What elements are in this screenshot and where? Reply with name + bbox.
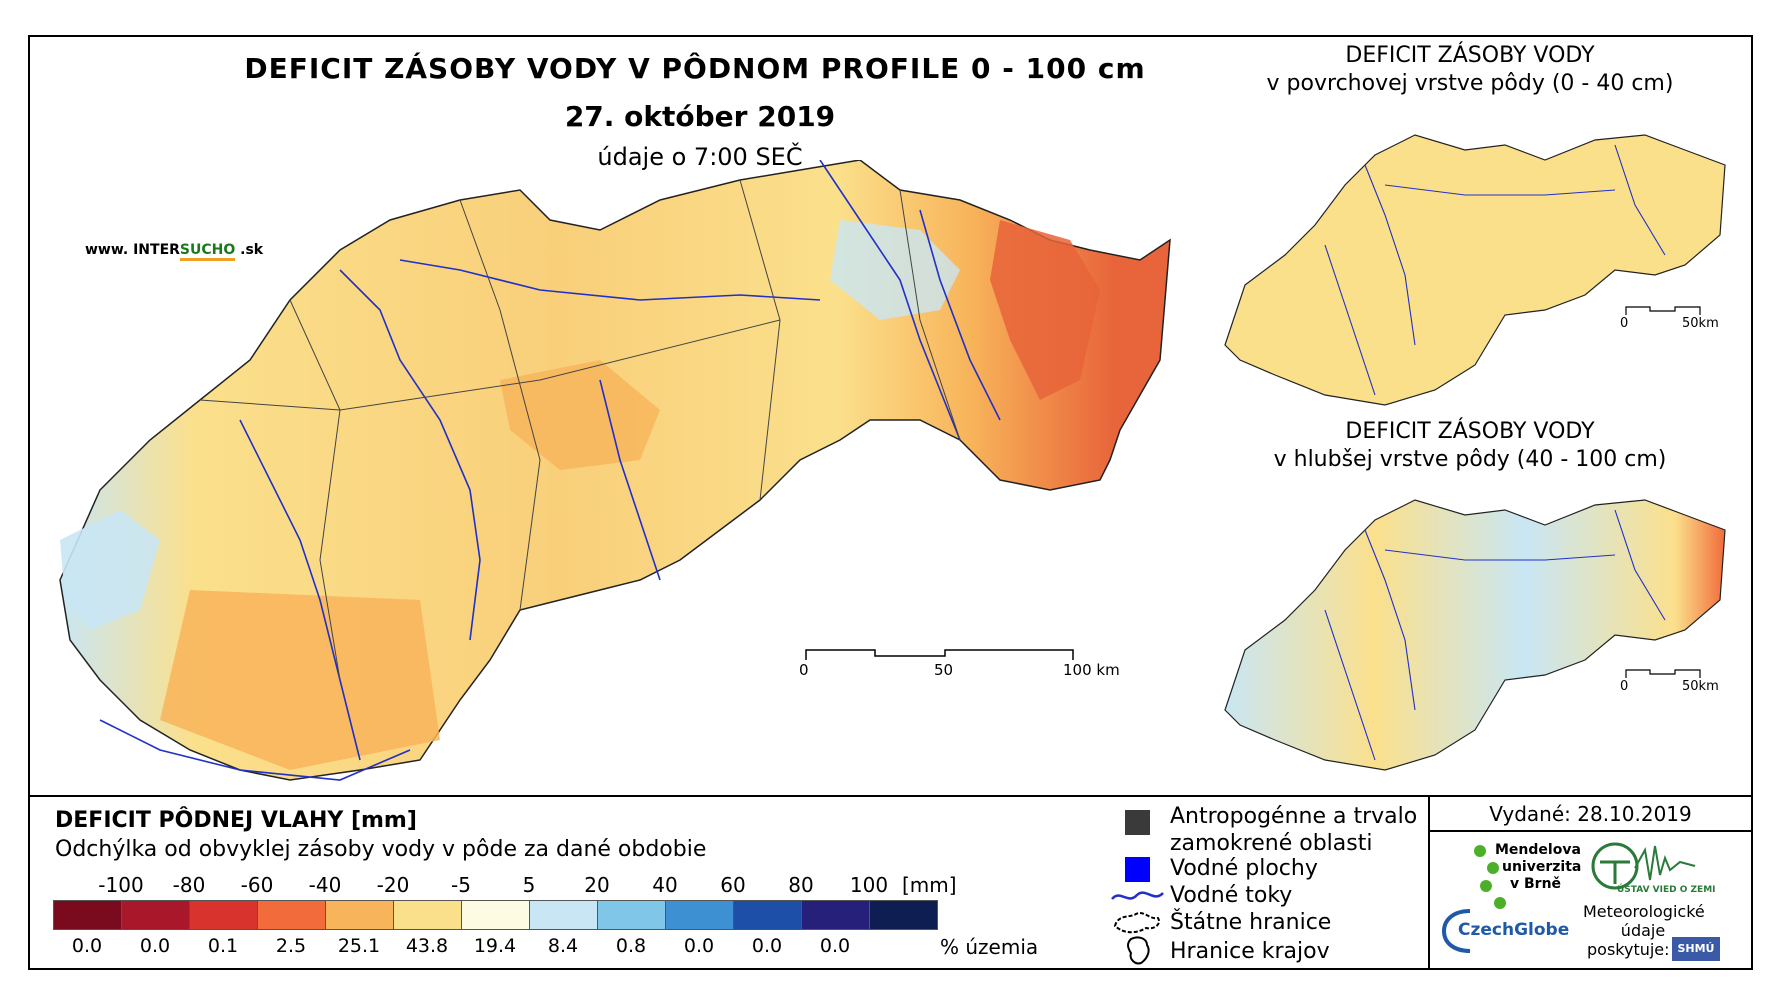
orange-region-center [500, 360, 660, 470]
legend-percent-value: 0.8 [615, 935, 647, 957]
legend-percent-value: 0.0 [683, 935, 715, 957]
legend-tick-label: -60 [240, 873, 274, 897]
inset-top-title: DEFICIT ZÁSOBY VODY v povrchovej vrstve … [1266, 43, 1674, 96]
main-scale-100: 100 km [1063, 661, 1120, 679]
inset-bottom-map [1224, 499, 1726, 771]
legend-percent-value: 8.4 [547, 935, 579, 957]
legend-tick-label: -20 [376, 873, 410, 897]
legend-percent-value: 0.1 [207, 935, 239, 957]
region-borders [199, 179, 961, 681]
inset-top-scale-50: 50km [1682, 316, 1719, 331]
key-anthropogenic: Antropogénne a trvalo zamokrené oblasti [1170, 804, 1418, 856]
legend-subtitle: Odchýlka od obvyklej zásoby vody v pôde … [55, 837, 707, 862]
issued-date: Vydané: 28.10.2019 [1489, 802, 1692, 826]
legend-swatch [189, 900, 258, 930]
legend-swatch [257, 900, 326, 930]
main-scale-50: 50 [934, 661, 954, 679]
legend-swatch [393, 900, 462, 930]
legend-swatch [53, 900, 122, 930]
inset-top-map [1224, 134, 1726, 406]
state-border-icon [1113, 912, 1160, 934]
rivers [99, 160, 1001, 781]
key-state-border: Štátne hranice [1170, 910, 1332, 935]
site-logo[interactable]: www. INTERSUCHO .sk [85, 242, 263, 261]
issued-panel [1428, 795, 1753, 970]
main-scale-0: 0 [799, 661, 809, 679]
river-line-icon [1111, 891, 1164, 900]
legend-divider [28, 795, 1753, 797]
inset-bottom-scale-0: 0 [1620, 679, 1629, 694]
legend-swatch [869, 900, 938, 930]
legend-tick-label: 60 [720, 873, 746, 897]
issued-divider [1428, 830, 1753, 832]
inset-bottom-scale-bar [1625, 669, 1701, 678]
blue-region-west [60, 510, 160, 630]
time-note: údaje o 7:00 SEČ [597, 143, 803, 171]
legend-tick-label: -100 [98, 873, 144, 897]
legend-tick-label: -5 [451, 873, 471, 897]
orange-region-south [160, 590, 440, 770]
legend-swatch [665, 900, 734, 930]
red-region-east [990, 220, 1100, 400]
legend-pct-label: % územia [940, 935, 1039, 959]
key-rivers: Vodné toky [1170, 883, 1293, 908]
legend-tick-label: -80 [172, 873, 206, 897]
legend-swatch [733, 900, 802, 930]
main-title: DEFICIT ZÁSOBY VODY V PÔDNOM PROFILE 0 -… [244, 52, 1146, 85]
legend-swatch [529, 900, 598, 930]
legend-tick-label: 5 [522, 873, 536, 897]
key-region-border: Hranice krajov [1170, 939, 1330, 964]
meteo-provider: Meteorologické údaje poskytuje: [1583, 902, 1705, 959]
main-scale-bar [805, 649, 1074, 660]
legend-swatch [801, 900, 870, 930]
legend-percent-value: 43.8 [405, 935, 449, 957]
region-border-icon [1127, 936, 1150, 965]
legend-unit: [mm] [902, 873, 957, 897]
map-date: 27. október 2019 [564, 100, 836, 133]
inset-bottom-title: DEFICIT ZÁSOBY VODY v hlubšej vrstve pôd… [1273, 419, 1667, 472]
blue-region-north [830, 220, 960, 320]
key-water-areas: Vodné plochy [1170, 856, 1318, 881]
water-area-swatch [1125, 857, 1150, 882]
legend-percent-value: 25.1 [337, 935, 381, 957]
legend-swatch [461, 900, 530, 930]
legend-tick-label: -40 [308, 873, 342, 897]
anthropogenic-swatch [1125, 810, 1150, 835]
legend-tick-label: 80 [788, 873, 814, 897]
legend-percent-value: 0.0 [751, 935, 783, 957]
legend-percent-value: 2.5 [275, 935, 307, 957]
inset-bottom-scale-50: 50km [1682, 679, 1719, 694]
inset-top-scale-bar [1625, 306, 1701, 315]
legend-percent-value: 19.4 [473, 935, 517, 957]
legend-percent-value: 0.0 [139, 935, 171, 957]
inset-top-scale-0: 0 [1620, 316, 1629, 331]
legend-swatch [325, 900, 394, 930]
legend-percent-value: 0.0 [71, 935, 103, 957]
legend-swatch [121, 900, 190, 930]
legend-swatch [597, 900, 666, 930]
legend-tick-label: 20 [584, 873, 610, 897]
legend-percent-value: 0.0 [819, 935, 851, 957]
slovakia-main-map [59, 160, 1171, 781]
legend-tick-label: 40 [652, 873, 678, 897]
legend-title: DEFICIT PÔDNEJ VLAHY [mm] [55, 808, 417, 833]
legend-tick-label: 100 [849, 873, 889, 897]
